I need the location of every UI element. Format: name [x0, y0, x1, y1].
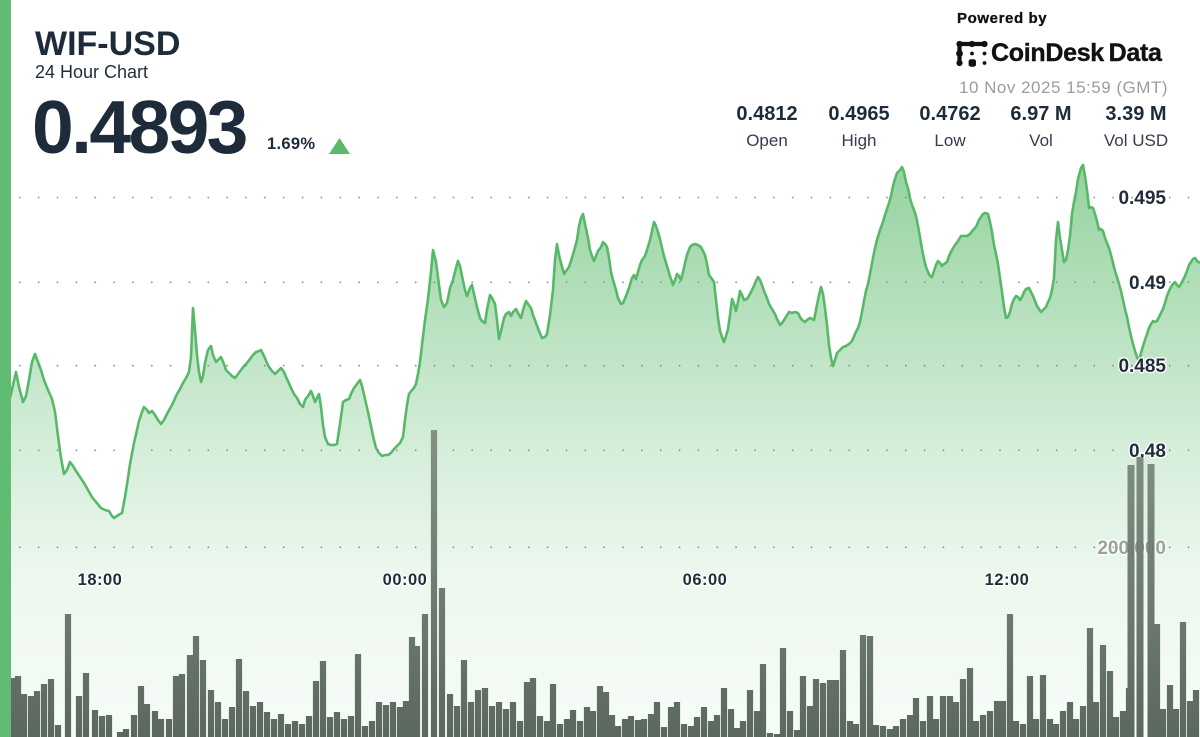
svg-text:00:00: 00:00 [383, 571, 428, 589]
svg-text:0.49: 0.49 [1129, 273, 1166, 294]
svg-text:12:00: 12:00 [985, 571, 1030, 589]
svg-text:0.485: 0.485 [1118, 356, 1166, 377]
svg-text:06:00: 06:00 [683, 571, 728, 589]
svg-text:0.495: 0.495 [1118, 188, 1166, 209]
svg-text:18:00: 18:00 [78, 571, 123, 589]
svg-text:0.48: 0.48 [1129, 441, 1166, 462]
